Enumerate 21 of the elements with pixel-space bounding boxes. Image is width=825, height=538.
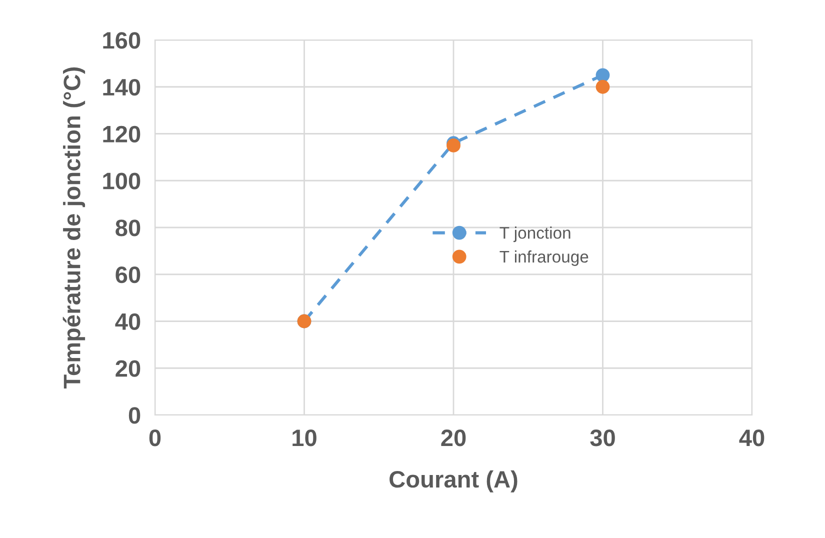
legend-label: T infrarouge — [500, 250, 588, 266]
y-tick-label: 120 — [103, 126, 140, 143]
legend-label: T jonction — [500, 226, 570, 242]
y-tick-label: 0 — [128, 407, 140, 424]
x-tick-label: 20 — [441, 430, 466, 446]
x-tick-label: 30 — [590, 430, 615, 446]
point — [446, 138, 460, 152]
x-axis-title: Courant (A) — [390, 470, 518, 492]
point — [596, 80, 610, 94]
y-tick-label: 100 — [103, 172, 140, 190]
y-tick-label: 140 — [103, 78, 140, 96]
y-axis-title: Température de jonction (°C) — [62, 67, 86, 388]
x-tick-label: 10 — [292, 430, 316, 446]
point — [596, 68, 610, 82]
y-tick-label: 80 — [116, 220, 140, 236]
x-tick-label: 0 — [149, 430, 161, 446]
y-tick-label: 60 — [116, 266, 140, 284]
y-tick-label: 160 — [103, 32, 140, 49]
x-tick-label: 40 — [739, 430, 764, 446]
y-tick-label: 20 — [116, 360, 140, 377]
y-tick-label: 40 — [115, 313, 140, 330]
